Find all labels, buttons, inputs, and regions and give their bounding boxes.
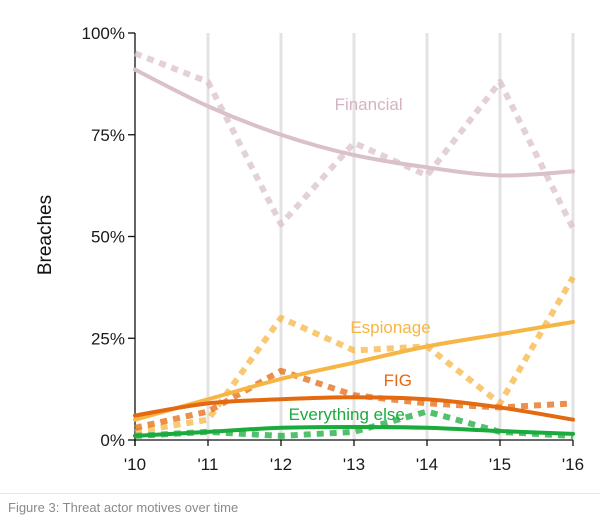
x-tick-label-14: '14 bbox=[416, 455, 438, 474]
x-tick-label-16: '16 bbox=[562, 455, 584, 474]
series-label-financial: Financial bbox=[335, 95, 403, 114]
y-tick-label-50: 50% bbox=[91, 228, 125, 247]
series-espionage-trend bbox=[133, 319, 575, 422]
tick-and-series-labels: 0% 25% 50% 75% 100% '10 '11 '12 '13 '14 '15 '16 Fina… bbox=[82, 24, 585, 474]
trend-lines bbox=[133, 67, 575, 438]
series-label-espionage: Espionage bbox=[350, 318, 430, 337]
series-everything-else-trend bbox=[133, 424, 575, 438]
axes bbox=[128, 32, 574, 446]
y-tick-label-75: 75% bbox=[91, 126, 125, 145]
series-financial-trend bbox=[133, 67, 575, 178]
series-fig-trend bbox=[133, 395, 575, 422]
y-tick-label-100: 100% bbox=[82, 24, 125, 43]
x-tick-label-15: '15 bbox=[489, 455, 511, 474]
x-tick-label-12: '12 bbox=[270, 455, 292, 474]
y-axis-title: Breaches bbox=[35, 195, 56, 275]
y-tick-label-25: 25% bbox=[91, 329, 125, 348]
series-label-fig: FIG bbox=[384, 371, 412, 390]
y-tick-label-0: 0% bbox=[100, 431, 125, 450]
line-chart: 0% 25% 50% 75% 100% '10 '11 '12 '13 '14 '15 '16 Fina… bbox=[35, 24, 585, 474]
series-label-everything-else: Everything else bbox=[289, 405, 405, 424]
figure-caption: Figure 3: Threat actor motives over time bbox=[8, 500, 239, 515]
x-tick-label-11: '11 bbox=[198, 455, 219, 474]
vertical-gridlines bbox=[206, 33, 575, 440]
x-tick-label-10: '10 bbox=[124, 455, 146, 474]
x-tick-label-13: '13 bbox=[343, 455, 365, 474]
caption-divider bbox=[0, 493, 600, 494]
